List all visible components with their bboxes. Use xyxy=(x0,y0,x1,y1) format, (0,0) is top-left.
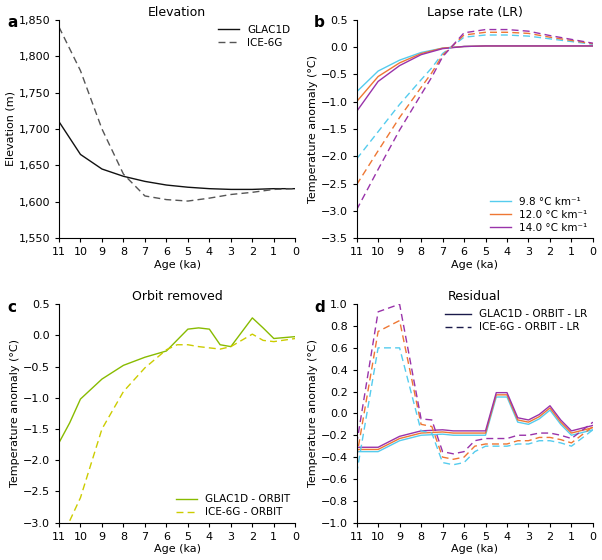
GLAC1D xyxy=(98,166,105,172)
ICE-6G xyxy=(184,198,191,204)
GLAC1D xyxy=(120,173,127,180)
GLAC1D xyxy=(227,186,234,193)
ICE-6G - ORBIT xyxy=(173,342,181,348)
Y-axis label: Temperature anomaly (°C): Temperature anomaly (°C) xyxy=(308,339,318,487)
GLAC1D - ORBIT xyxy=(98,376,105,382)
GLAC1D xyxy=(55,118,63,125)
ICE-6G - ORBIT xyxy=(141,365,149,371)
ICE-6G xyxy=(270,186,278,193)
ICE-6G - ORBIT xyxy=(98,426,105,432)
ICE-6G - ORBIT xyxy=(292,335,299,342)
ICE-6G xyxy=(77,67,84,74)
Line: ICE-6G: ICE-6G xyxy=(59,27,296,201)
Y-axis label: Temperature anomaly (°C): Temperature anomaly (°C) xyxy=(308,55,318,203)
ICE-6G - ORBIT xyxy=(66,517,73,524)
ICE-6G - ORBIT xyxy=(184,342,191,348)
ICE-6G xyxy=(292,185,299,192)
GLAC1D - ORBIT xyxy=(163,348,170,354)
X-axis label: Age (ka): Age (ka) xyxy=(154,544,200,554)
GLAC1D - ORBIT xyxy=(141,354,149,361)
GLAC1D - ORBIT xyxy=(249,315,256,321)
ICE-6G xyxy=(98,125,105,132)
GLAC1D - ORBIT xyxy=(55,440,63,446)
GLAC1D xyxy=(249,186,256,193)
ICE-6G - ORBIT xyxy=(217,346,224,352)
Line: ICE-6G - ORBIT: ICE-6G - ORBIT xyxy=(70,334,296,521)
GLAC1D - ORBIT xyxy=(259,325,267,332)
Title: Lapse rate (LR): Lapse rate (LR) xyxy=(427,6,523,18)
Legend: GLAC1D, ICE-6G: GLAC1D, ICE-6G xyxy=(218,25,290,48)
Y-axis label: Temperature anomaly (°C): Temperature anomaly (°C) xyxy=(10,339,20,487)
Line: GLAC1D: GLAC1D xyxy=(59,122,296,189)
ICE-6G - ORBIT xyxy=(163,347,170,353)
X-axis label: Age (ka): Age (ka) xyxy=(154,260,200,270)
Y-axis label: Elevation (m): Elevation (m) xyxy=(5,91,16,166)
GLAC1D xyxy=(270,185,278,192)
Legend: 9.8 °C km⁻¹, 12.0 °C km⁻¹, 14.0 °C km⁻¹: 9.8 °C km⁻¹, 12.0 °C km⁻¹, 14.0 °C km⁻¹ xyxy=(490,197,588,233)
GLAC1D - ORBIT xyxy=(227,343,234,350)
ICE-6G - ORBIT xyxy=(120,388,127,395)
ICE-6G xyxy=(120,171,127,178)
GLAC1D - ORBIT xyxy=(195,325,202,332)
X-axis label: Age (ka): Age (ka) xyxy=(452,260,498,270)
GLAC1D - ORBIT xyxy=(206,326,213,333)
Title: Orbit removed: Orbit removed xyxy=(132,290,223,303)
ICE-6G xyxy=(206,195,213,202)
ICE-6G - ORBIT xyxy=(259,337,267,344)
Legend: GLAC1D - ORBIT - LR, ICE-6G - ORBIT - LR: GLAC1D - ORBIT - LR, ICE-6G - ORBIT - LR xyxy=(445,309,588,333)
GLAC1D xyxy=(292,185,299,192)
ICE-6G - ORBIT xyxy=(77,494,84,501)
ICE-6G xyxy=(249,189,256,195)
GLAC1D xyxy=(163,181,170,188)
ICE-6G - ORBIT xyxy=(249,331,256,338)
GLAC1D - ORBIT xyxy=(66,419,73,426)
Line: GLAC1D - ORBIT: GLAC1D - ORBIT xyxy=(59,318,296,443)
Title: Residual: Residual xyxy=(448,290,501,303)
ICE-6G - ORBIT xyxy=(238,337,245,344)
Legend: GLAC1D - ORBIT, ICE-6G - ORBIT: GLAC1D - ORBIT, ICE-6G - ORBIT xyxy=(176,494,290,517)
GLAC1D - ORBIT xyxy=(238,329,245,335)
GLAC1D - ORBIT xyxy=(184,326,191,333)
GLAC1D xyxy=(141,178,149,185)
X-axis label: Age (ka): Age (ka) xyxy=(452,544,498,554)
GLAC1D xyxy=(184,184,191,190)
ICE-6G xyxy=(55,24,63,30)
ICE-6G - ORBIT xyxy=(227,343,234,350)
ICE-6G - ORBIT xyxy=(195,343,202,350)
Title: Elevation: Elevation xyxy=(148,6,206,18)
Text: c: c xyxy=(7,300,16,315)
GLAC1D - ORBIT xyxy=(120,362,127,368)
GLAC1D xyxy=(206,185,213,192)
GLAC1D - ORBIT xyxy=(217,342,224,348)
ICE-6G - ORBIT xyxy=(206,344,213,351)
Text: a: a xyxy=(7,15,17,30)
ICE-6G xyxy=(227,191,234,198)
Text: d: d xyxy=(314,300,325,315)
GLAC1D - ORBIT xyxy=(292,333,299,340)
Text: b: b xyxy=(314,15,325,30)
ICE-6G - ORBIT xyxy=(270,338,278,345)
GLAC1D - ORBIT xyxy=(270,335,278,342)
ICE-6G xyxy=(163,196,170,203)
GLAC1D - ORBIT xyxy=(77,396,84,403)
GLAC1D xyxy=(77,151,84,158)
ICE-6G xyxy=(141,193,149,199)
